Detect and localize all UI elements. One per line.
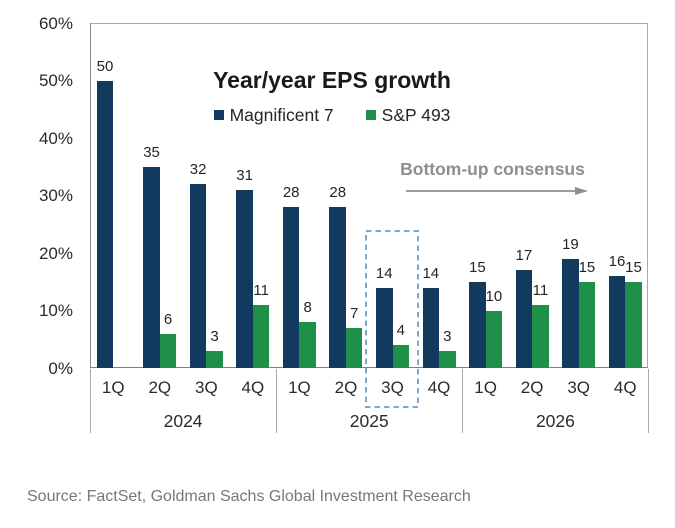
bar-magnificent7: [143, 166, 160, 368]
year-separator-line: [648, 369, 649, 433]
bar-value-label: 10: [485, 287, 503, 305]
bar-value-label: 15: [578, 258, 596, 276]
plot-area: [90, 23, 648, 368]
bar-value-label: 28: [329, 184, 347, 201]
bar-value-label: 4: [396, 322, 405, 339]
bar-sp493: [625, 281, 642, 368]
bar-value-label: 7: [350, 304, 359, 322]
legend-label-magnificent-7: Magnificent 7: [229, 104, 334, 125]
x-year-label: 2025: [349, 411, 389, 431]
bar-magnificent7: [189, 184, 207, 368]
bar-value-label: 11: [532, 281, 549, 299]
bar-value-label: 8: [303, 299, 312, 316]
x-quarter-label: 1Q: [101, 378, 125, 397]
bar-value-label: 14: [422, 264, 440, 282]
y-tick-label: 10%: [38, 301, 73, 320]
right-arrow-icon: [406, 187, 588, 195]
bar-value-label: 32: [189, 161, 207, 178]
bar-sp493: [206, 350, 223, 368]
x-quarter-label: 3Q: [195, 378, 218, 397]
highlight-dashed-box: [365, 230, 419, 408]
bar-value-label: 19: [562, 235, 579, 253]
bar-sp493: [485, 310, 503, 368]
x-quarter-label: 4Q: [241, 378, 265, 397]
bar-value-label: 35: [143, 143, 160, 161]
x-quarter-label: 4Q: [427, 378, 451, 397]
bar-sp493: [252, 304, 270, 368]
bar-value-label: 28: [282, 184, 300, 201]
bar-sp493: [345, 327, 363, 368]
bar-value-label: 15: [469, 258, 486, 276]
bar-magnificent7: [422, 287, 440, 368]
y-tick-label: 30%: [38, 186, 73, 205]
bar-magnificent7: [329, 207, 346, 368]
legend-swatch-navy-icon: [213, 110, 224, 120]
x-quarter-label: 2Q: [334, 378, 358, 397]
bar-magnificent7: [562, 258, 579, 368]
bar-magnificent7: [236, 189, 253, 368]
bar-sp493: [532, 304, 549, 368]
bar-value-label: 50: [96, 57, 114, 75]
chart-legend: Magnificent 7 S&P 493: [2, 104, 662, 126]
legend-swatch-green-icon: [365, 110, 376, 120]
bar-sp493: [159, 333, 177, 368]
y-tick-label: 50%: [38, 71, 73, 90]
chart-title: Year/year EPS growth: [213, 67, 451, 93]
bar-value-label: 31: [236, 166, 253, 184]
bar-sp493: [299, 322, 316, 368]
x-quarter-label: 4Q: [613, 378, 637, 397]
bar-magnificent7: [376, 287, 393, 368]
bar-magnificent7: [608, 276, 626, 368]
bar-magnificent7: [282, 207, 300, 368]
bar-value-label: 16: [608, 253, 626, 270]
y-tick-label: 60%: [38, 13, 73, 33]
source-attribution: Source: FactSet, Goldman Sachs Global In…: [27, 488, 471, 505]
legend-item-magnificent-7: Magnificent 7: [213, 104, 334, 126]
x-quarter-label: 1Q: [288, 378, 311, 397]
x-year-label: 2024: [163, 411, 203, 431]
bar-sp493: [439, 350, 456, 368]
y-tick-label: 20%: [38, 243, 73, 263]
bar-value-label: 15: [625, 258, 642, 276]
x-quarter-label: 3Q: [567, 378, 591, 397]
x-quarter-label: 1Q: [474, 378, 497, 397]
x-quarter-label: 2Q: [148, 378, 172, 397]
bar-value-label: 6: [163, 310, 173, 328]
bar-magnificent7: [515, 270, 533, 368]
year-separator-line: [89, 369, 91, 433]
bar-value-label: 3: [443, 327, 452, 345]
legend-item-sp493: S&P 493: [365, 104, 451, 126]
y-tick-label: 0%: [48, 358, 73, 378]
bar-value-label: 11: [253, 281, 269, 299]
bar-magnificent7: [96, 80, 114, 368]
legend-label-sp493: S&P 493: [381, 104, 451, 125]
bar-value-label: 14: [375, 264, 393, 282]
x-year-label: 2026: [535, 411, 575, 431]
bar-value-label: 17: [515, 247, 533, 265]
bar-sp493: [578, 281, 596, 368]
annotation-bottom-up-consensus: Bottom-up consensus: [400, 159, 585, 179]
y-tick-label: 40%: [38, 128, 73, 148]
x-quarter-label: 2Q: [520, 378, 544, 397]
bar-sp493: [392, 345, 410, 368]
bar-value-label: 3: [210, 327, 219, 345]
year-separator-line: [461, 369, 463, 433]
bar-magnificent7: [469, 281, 486, 368]
year-separator-line: [275, 369, 277, 433]
x-quarter-label: 3Q: [381, 378, 404, 397]
